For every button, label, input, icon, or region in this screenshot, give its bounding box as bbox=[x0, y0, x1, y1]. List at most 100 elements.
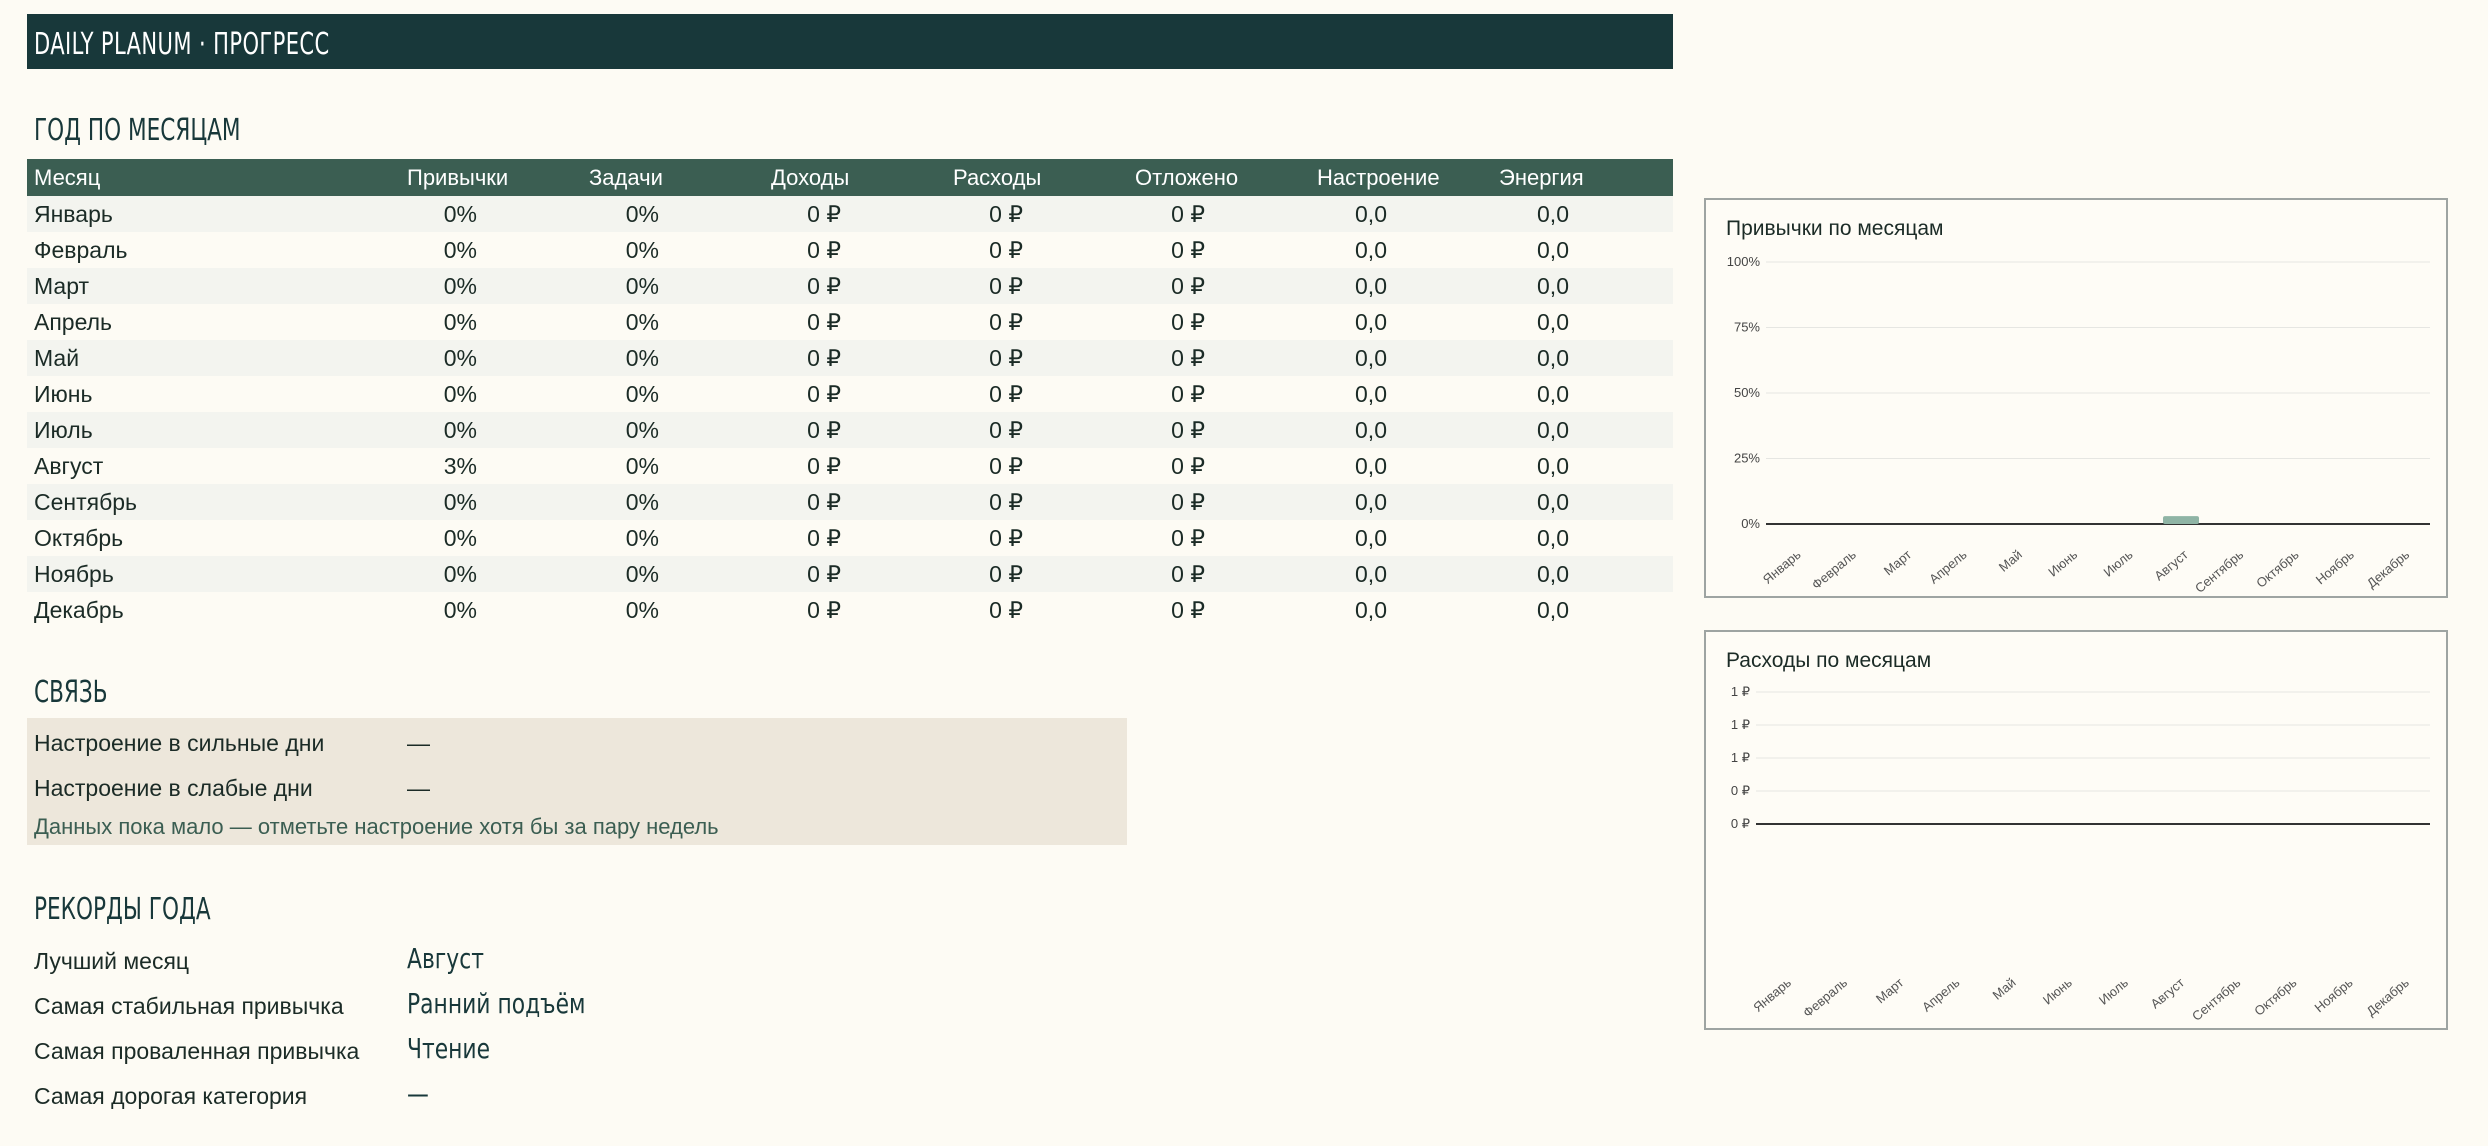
year-section-title: ГОД ПО МЕСЯЦАМ bbox=[34, 113, 241, 148]
tasks-cell: 0% bbox=[625, 237, 659, 263]
expenses-cell: 0 ₽ bbox=[989, 345, 1023, 371]
table-header: Месяц Привычки Задачи Доходы Расходы Отл… bbox=[27, 159, 1673, 196]
table-row: Ноябрь 0% 0% 0 ₽ 0 ₽ 0 ₽ 0,0 0,0 bbox=[27, 556, 1673, 592]
mood-cell: 0,0 bbox=[1355, 273, 1387, 299]
column-header-saved: Отложено bbox=[1135, 165, 1239, 190]
x-tick-label: Август bbox=[2148, 975, 2188, 1012]
income-cell: 0 ₽ bbox=[807, 345, 841, 371]
month-cell: Март bbox=[34, 273, 90, 299]
energy-cell: 0,0 bbox=[1537, 381, 1569, 407]
correlation-panel: Настроение в сильные дни — Настроение в … bbox=[27, 718, 1127, 845]
table-row: Март 0% 0% 0 ₽ 0 ₽ 0 ₽ 0,0 0,0 bbox=[27, 268, 1673, 304]
x-tick-label: Октябрь bbox=[2251, 975, 2299, 1019]
x-tick-label: Октябрь bbox=[2253, 547, 2301, 591]
strong-days-value: — bbox=[407, 730, 430, 756]
expensive-category-value: — bbox=[407, 1077, 429, 1110]
expenses-cell: 0 ₽ bbox=[989, 201, 1023, 227]
tasks-cell: 0% bbox=[625, 453, 659, 479]
tasks-cell: 0% bbox=[625, 345, 659, 371]
x-tick-label: Декабрь bbox=[2364, 547, 2413, 591]
tasks-cell: 0% bbox=[625, 201, 659, 227]
x-tick-label: Ноябрь bbox=[2311, 975, 2355, 1016]
table-row: Май 0% 0% 0 ₽ 0 ₽ 0 ₽ 0,0 0,0 bbox=[27, 340, 1673, 376]
income-cell: 0 ₽ bbox=[807, 417, 841, 443]
expensive-category-label: Самая дорогая категория bbox=[34, 1083, 308, 1109]
column-header-income: Доходы bbox=[771, 165, 850, 190]
column-header-mood: Настроение bbox=[1317, 165, 1440, 190]
habits-cell: 0% bbox=[443, 309, 477, 335]
failed-habit-value: Чтение bbox=[407, 1032, 491, 1065]
energy-cell: 0,0 bbox=[1537, 417, 1569, 443]
y-tick-label: 0 ₽ bbox=[1731, 816, 1750, 831]
month-cell: Январь bbox=[34, 201, 113, 227]
strong-days-label: Настроение в сильные дни bbox=[34, 730, 325, 756]
expenses-cell: 0 ₽ bbox=[989, 381, 1023, 407]
month-cell: Май bbox=[34, 345, 80, 371]
energy-cell: 0,0 bbox=[1537, 237, 1569, 263]
income-cell: 0 ₽ bbox=[807, 561, 841, 587]
month-cell: Апрель bbox=[34, 309, 113, 335]
habits-cell: 0% bbox=[443, 201, 477, 227]
energy-cell: 0,0 bbox=[1537, 309, 1569, 335]
table-row: Февраль 0% 0% 0 ₽ 0 ₽ 0 ₽ 0,0 0,0 bbox=[27, 232, 1673, 268]
energy-cell: 0,0 bbox=[1537, 489, 1569, 515]
expenses-chart: 0 ₽ 0 ₽ 1 ₽ 1 ₽ 1 ₽ Январь Февраль Март Апрель Ма… bbox=[1731, 684, 2430, 1024]
habits-cell: 0% bbox=[443, 597, 477, 623]
habits-cell: 3% bbox=[443, 453, 477, 479]
x-tick-label: Апрель bbox=[1919, 975, 1963, 1015]
habits-cell: 0% bbox=[443, 273, 477, 299]
habits-cell: 0% bbox=[443, 345, 477, 371]
y-tick-label: 1 ₽ bbox=[1731, 684, 1750, 699]
month-cell: Февраль bbox=[34, 237, 128, 263]
x-tick-label: Ноябрь bbox=[2313, 547, 2357, 588]
weak-days-label: Настроение в слабые дни bbox=[34, 775, 313, 801]
expenses-cell: 0 ₽ bbox=[989, 453, 1023, 479]
table-body: Январь 0% 0% 0 ₽ 0 ₽ 0 ₽ 0,0 0,0 Февраль 0% 0% 0 ₽ 0… bbox=[27, 196, 1673, 628]
saved-cell: 0 ₽ bbox=[1171, 417, 1205, 443]
saved-cell: 0 ₽ bbox=[1171, 273, 1205, 299]
column-header-month: Месяц bbox=[34, 165, 101, 190]
expenses-cell: 0 ₽ bbox=[989, 237, 1023, 263]
stable-habit-label: Самая стабильная привычка bbox=[34, 993, 344, 1019]
expenses-cell: 0 ₽ bbox=[989, 273, 1023, 299]
tasks-cell: 0% bbox=[625, 489, 659, 515]
table-row: Декабрь 0% 0% 0 ₽ 0 ₽ 0 ₽ 0,0 0,0 bbox=[27, 592, 1673, 628]
x-tick-label: Январь bbox=[1760, 547, 1804, 587]
habits-cell: 0% bbox=[443, 237, 477, 263]
mood-cell: 0,0 bbox=[1355, 381, 1387, 407]
habits-cell: 0% bbox=[443, 561, 477, 587]
energy-cell: 0,0 bbox=[1537, 561, 1569, 587]
expenses-cell: 0 ₽ bbox=[989, 417, 1023, 443]
y-tick-label: 1 ₽ bbox=[1731, 717, 1750, 732]
expenses-cell: 0 ₽ bbox=[989, 597, 1023, 623]
saved-cell: 0 ₽ bbox=[1171, 345, 1205, 371]
month-cell: Сентябрь bbox=[34, 489, 138, 515]
expenses-cell: 0 ₽ bbox=[989, 525, 1023, 551]
month-cell: Июль bbox=[34, 417, 93, 443]
income-cell: 0 ₽ bbox=[807, 309, 841, 335]
saved-cell: 0 ₽ bbox=[1171, 597, 1205, 623]
x-tick-label: Июнь bbox=[2040, 975, 2075, 1008]
tasks-cell: 0% bbox=[625, 561, 659, 587]
correlation-hint: Данных пока мало — отметьте настроение х… bbox=[34, 814, 719, 839]
y-tick-label: 0 ₽ bbox=[1731, 783, 1750, 798]
energy-cell: 0,0 bbox=[1537, 597, 1569, 623]
tasks-cell: 0% bbox=[625, 309, 659, 335]
x-tick-label: Апрель bbox=[1926, 547, 1970, 587]
habits-cell: 0% bbox=[443, 525, 477, 551]
income-cell: 0 ₽ bbox=[807, 237, 841, 263]
column-header-habits: Привычки bbox=[407, 165, 509, 190]
month-cell: Декабрь bbox=[34, 597, 124, 623]
mood-cell: 0,0 bbox=[1355, 345, 1387, 371]
x-tick-label: Июль bbox=[2101, 547, 2136, 580]
app-title: DAILY PLANUM · ПРОГРЕСС bbox=[34, 27, 330, 62]
y-tick-label: 50% bbox=[1734, 385, 1760, 400]
saved-cell: 0 ₽ bbox=[1171, 525, 1205, 551]
bar-Август bbox=[2163, 516, 2199, 524]
saved-cell: 0 ₽ bbox=[1171, 561, 1205, 587]
tasks-cell: 0% bbox=[625, 525, 659, 551]
x-tick-label: Декабрь bbox=[2363, 975, 2412, 1019]
table-row: Июль 0% 0% 0 ₽ 0 ₽ 0 ₽ 0,0 0,0 bbox=[27, 412, 1673, 448]
x-tick-label: Сентябрь bbox=[2189, 975, 2243, 1024]
x-tick-label: Июль bbox=[2096, 975, 2131, 1008]
